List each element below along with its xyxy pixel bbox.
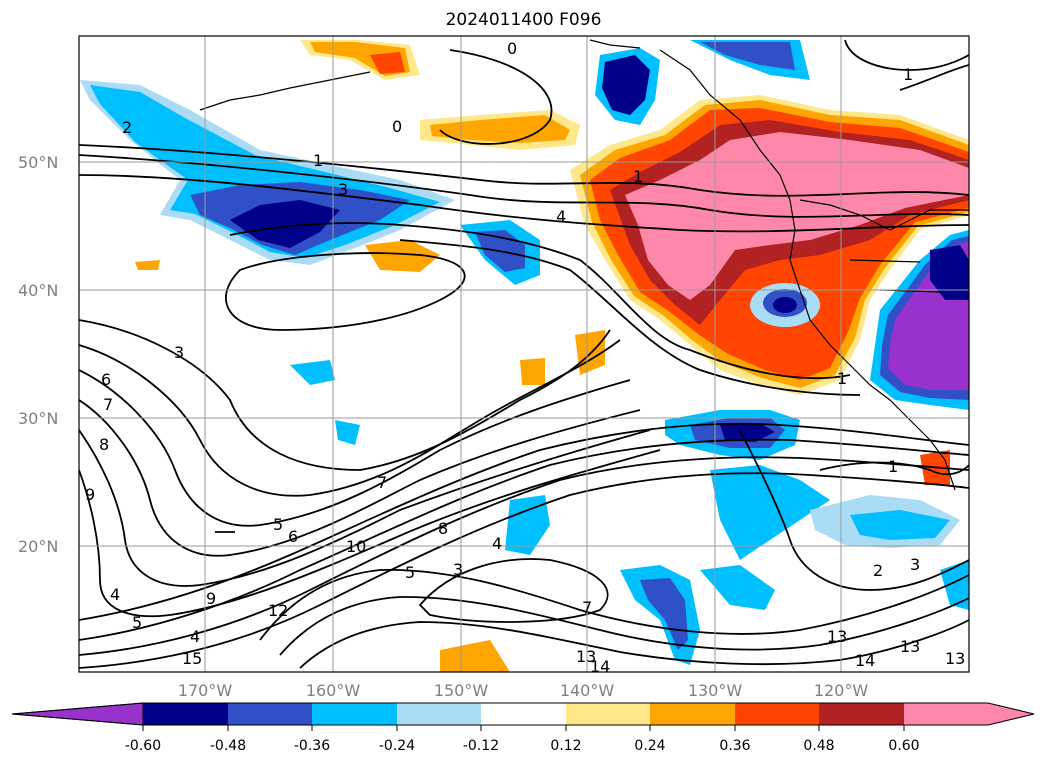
svg-text:10: 10 [346, 537, 366, 556]
svg-text:3: 3 [453, 560, 463, 579]
svg-text:1: 1 [837, 369, 847, 388]
lon-label: 130°W [687, 681, 743, 700]
svg-text:15: 15 [182, 649, 202, 668]
negative-anomaly-subtropical [290, 360, 969, 665]
svg-text:14: 14 [855, 651, 875, 670]
svg-text:6: 6 [101, 370, 111, 389]
svg-text:1: 1 [888, 457, 898, 476]
lon-label: 150°W [433, 681, 489, 700]
colorbar-bin [819, 703, 904, 725]
svg-text:1: 1 [633, 167, 643, 186]
lon-label: 120°W [813, 681, 869, 700]
lat-label: 40°N [18, 281, 59, 300]
svg-text:8: 8 [99, 435, 109, 454]
svg-text:3: 3 [338, 180, 348, 199]
svg-text:4: 4 [110, 585, 120, 604]
svg-text:5: 5 [132, 613, 142, 632]
svg-text:1: 1 [313, 151, 323, 170]
svg-text:0: 0 [507, 39, 517, 58]
colorbar-tick-label: 0.12 [550, 738, 582, 754]
svg-text:13: 13 [945, 649, 965, 668]
colorbar-tick-label: 0.24 [634, 738, 666, 754]
negative-anomaly-southwest [870, 230, 969, 410]
colorbar-tick-label: -0.48 [209, 738, 247, 754]
colorbar-tick-label: -0.12 [462, 738, 500, 754]
svg-text:4: 4 [190, 627, 200, 646]
colorbar-tick-label: 0.60 [888, 738, 920, 754]
lat-label: 50°N [18, 153, 59, 172]
svg-text:3: 3 [174, 343, 184, 362]
svg-text:2: 2 [122, 118, 132, 137]
svg-text:5: 5 [273, 515, 283, 534]
colorbar-tick-label: -0.60 [124, 738, 162, 754]
svg-text:0: 0 [392, 117, 402, 136]
svg-text:7: 7 [582, 598, 592, 617]
svg-text:8: 8 [438, 519, 448, 538]
svg-text:13: 13 [827, 627, 847, 646]
svg-text:14: 14 [590, 657, 610, 676]
svg-text:13: 13 [900, 637, 920, 656]
colorbar-extend-high [904, 703, 1034, 725]
colorbar-bin [566, 703, 650, 725]
colorbar-bin [650, 703, 735, 725]
lon-label: 170°W [177, 681, 233, 700]
lat-label: 30°N [18, 409, 59, 428]
svg-text:7: 7 [103, 395, 113, 414]
colorbar-tick-label: 0.36 [719, 738, 751, 754]
graticule [79, 36, 969, 672]
svg-text:5: 5 [405, 563, 415, 582]
colorbar-bin [312, 703, 397, 725]
svg-text:4: 4 [492, 534, 502, 553]
colorbar-tick-label: 0.48 [803, 738, 835, 754]
positive-anomaly-patches [135, 40, 950, 672]
svg-text:6: 6 [288, 527, 298, 546]
map-plot [79, 36, 969, 672]
colorbar-bin [143, 703, 228, 725]
lon-label: 140°W [559, 681, 615, 700]
lon-label: 160°W [305, 681, 361, 700]
svg-text:2: 2 [873, 561, 883, 580]
svg-text:3: 3 [910, 555, 920, 574]
colorbar-bin [228, 703, 312, 725]
svg-text:12: 12 [268, 601, 288, 620]
colorbar-bin [397, 703, 481, 725]
colorbar-bin [481, 703, 566, 725]
colorbar [11, 702, 1035, 731]
negative-anomaly-north [80, 40, 810, 285]
svg-text:13: 13 [576, 647, 596, 666]
colorbar-tick-label: -0.36 [293, 738, 331, 754]
colorbar-extend-low [11, 702, 144, 726]
lat-label: 20°N [18, 537, 59, 556]
svg-text:9: 9 [85, 485, 95, 504]
svg-text:7: 7 [377, 473, 387, 492]
colorbar-tick-label: -0.24 [378, 738, 416, 754]
svg-text:9: 9 [206, 589, 216, 608]
svg-text:4: 4 [556, 207, 566, 226]
colorbar-bin [735, 703, 819, 725]
svg-text:1: 1 [903, 65, 913, 84]
map-title: 2024011400 F096 [445, 10, 602, 30]
contour-value-labels: 2 1 3 4 1 0 0 1 3 6 7 8 9 4 5 4 15 9 12 … [85, 39, 965, 676]
plot-frame [78, 35, 970, 673]
